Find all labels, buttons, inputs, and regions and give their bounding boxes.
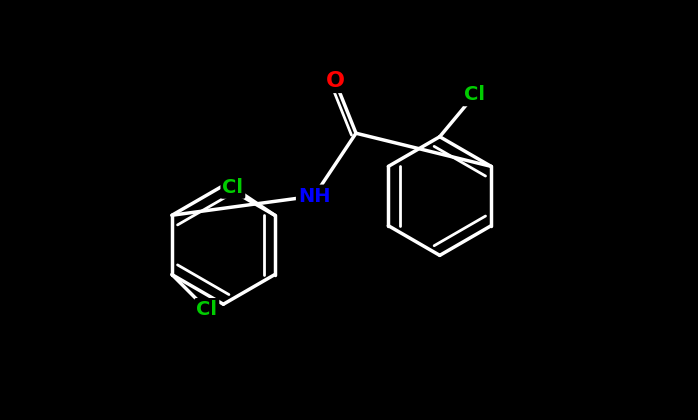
Text: Cl: Cl	[464, 85, 485, 104]
Text: Cl: Cl	[223, 178, 244, 197]
Text: Cl: Cl	[196, 300, 217, 319]
Text: O: O	[325, 71, 345, 91]
Text: NH: NH	[298, 186, 330, 205]
